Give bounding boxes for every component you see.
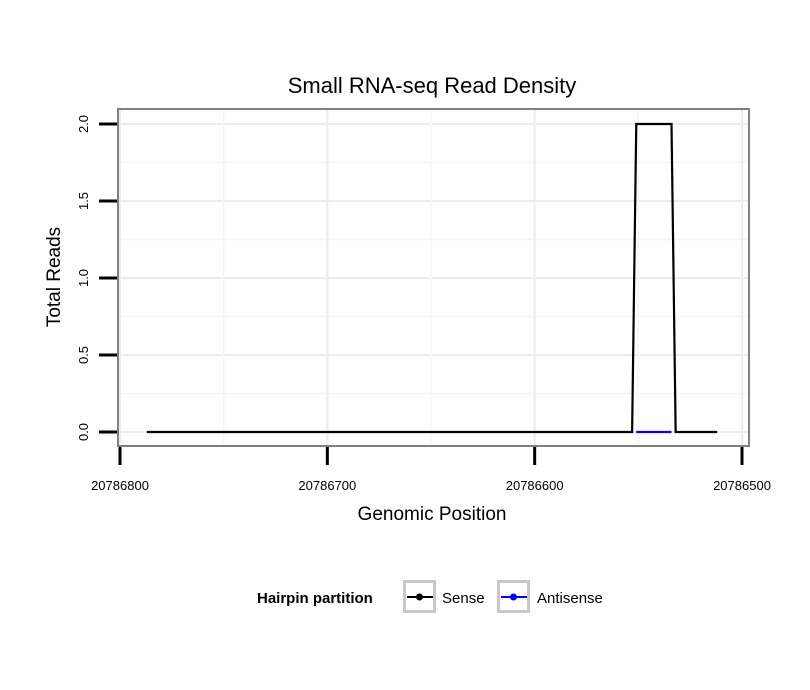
legend-key-point — [416, 593, 423, 601]
y-axis: 0.0 0.5 1.0 1.5 2.0 — [76, 115, 117, 441]
legend-key-point — [510, 593, 517, 601]
y-axis-label: Total Reads — [44, 227, 65, 327]
chart-title: Small RNA-seq Read Density — [288, 73, 577, 98]
legend-key-antisense — [497, 580, 530, 613]
legend-title: Hairpin partition — [257, 590, 373, 607]
grid-lines — [118, 109, 749, 446]
y-tick-label: 2.0 — [76, 115, 91, 133]
legend-label-sense: Sense — [442, 590, 485, 607]
x-axis: 20786800 20786700 20786600 20786500 — [91, 447, 771, 493]
y-tick-label: 0.0 — [76, 423, 91, 441]
series-line-sense — [146, 122, 718, 434]
plot-panel-border — [117, 108, 750, 447]
y-tick-label: 1.0 — [76, 269, 91, 287]
x-axis-label: Genomic Position — [358, 504, 507, 525]
legend-label-antisense: Antisense — [537, 590, 603, 607]
legend: Hairpin partition Sense Antisense — [257, 580, 603, 613]
data-series — [146, 122, 718, 434]
x-tick-label: 20786600 — [506, 478, 564, 493]
x-tick-label: 20786700 — [298, 478, 356, 493]
x-tick-label: 20786500 — [713, 478, 771, 493]
y-tick-label: 1.5 — [76, 192, 91, 210]
x-tick-label: 20786800 — [91, 478, 149, 493]
y-tick-label: 0.5 — [76, 346, 91, 364]
